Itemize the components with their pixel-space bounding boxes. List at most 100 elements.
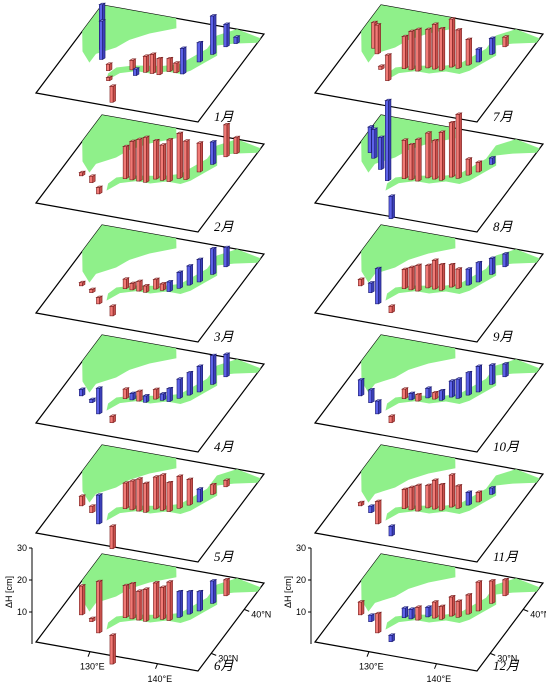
month-label: 5月 [214, 549, 235, 564]
continent-land [82, 115, 177, 173]
bar-131e-34n [401, 267, 409, 290]
bar-129e-30n [95, 295, 104, 305]
bar-139e-37n [464, 592, 473, 615]
panel-5: 5月 [34, 444, 266, 564]
bar-138e-36n [454, 267, 463, 289]
month-label: 8月 [493, 219, 514, 234]
x-tick-label: 140°E [427, 674, 452, 684]
bar-131e-34n [122, 583, 130, 619]
bar-129e-30n [95, 579, 104, 634]
japan-land [385, 469, 540, 521]
bar-136e-35n [159, 473, 167, 511]
bar-133e-33n [132, 67, 141, 77]
bar-133e-34n [135, 589, 144, 621]
japan-land [385, 139, 540, 191]
bar-139e-37n [464, 490, 473, 506]
bar-129e-33n [105, 62, 114, 72]
continent-land [361, 335, 456, 393]
z-axis-label: ΔH [cm] [283, 576, 293, 608]
bar-134e-35n [424, 483, 433, 509]
bar-131e-34n [401, 487, 409, 510]
japan-land [385, 249, 540, 301]
panel-4: 4月 [34, 334, 266, 454]
bar-133e-34n [414, 27, 423, 72]
bar-125e-33n [357, 600, 366, 616]
bar-133e-34n [414, 483, 423, 512]
bar-135e-35n [431, 390, 440, 400]
bar-139e-37n [185, 370, 194, 396]
y-tick-label: 40°N [530, 609, 546, 619]
bar-139e-37n [185, 589, 194, 615]
bar-134e-35n [424, 605, 433, 618]
bar-131e-34n [401, 138, 409, 180]
bar-137e-36n [448, 379, 456, 398]
bar-136e-35n [159, 391, 167, 401]
panel-6: 6月 10 20 30 ΔH [cm] 130°E 140°E 30°N 40°N [4, 543, 271, 684]
bar-139e-37n [464, 37, 473, 66]
bar-134e-35n [424, 27, 433, 69]
bar-135e-35n [431, 600, 440, 619]
bar-125e-33n [78, 584, 87, 616]
bar-132e-34n [128, 139, 137, 181]
z-tick-label: 30 [17, 543, 27, 553]
bar-129e-30n [374, 266, 383, 305]
bar-137e-35n [165, 386, 174, 403]
z-tick-label: 10 [17, 607, 27, 617]
panel-11: 11月 [313, 444, 545, 564]
bar-143e-43n [232, 35, 241, 45]
bar-131e-30n [387, 414, 396, 424]
bar-141e-40n [488, 36, 497, 55]
bar-131e-30n [387, 194, 396, 220]
bar-140e-38n [475, 160, 483, 173]
bar-135e-35n [431, 22, 440, 70]
bar-138e-36n [175, 589, 184, 618]
continent-land [82, 445, 177, 503]
bar-134e-34n [142, 283, 151, 293]
month-label: 2月 [214, 219, 235, 234]
bar-127e-32n [367, 281, 376, 294]
bar-125e-33n [78, 170, 87, 177]
bar-137e-36n [448, 594, 456, 617]
bar-137e-35n [165, 580, 174, 622]
bar-132e-34n [407, 485, 416, 511]
bar-132e-34n [128, 391, 137, 401]
bar-136e-35n [438, 388, 446, 401]
bar-139e-37n [185, 263, 194, 286]
bar-140e-38n [475, 364, 483, 393]
bar-139e-37n [185, 477, 194, 506]
continent-land [82, 225, 177, 283]
continent-land [82, 554, 177, 612]
bar-143e-43n [232, 135, 241, 155]
bar-142e-42n [222, 352, 231, 378]
bar-139e-37n [464, 157, 473, 176]
bar-130e-31n [105, 75, 114, 82]
bar-131e-34n [122, 481, 130, 510]
panel-8: 8月 [313, 98, 545, 234]
bar-133e-34n [414, 137, 423, 182]
bar-134e-34n [142, 587, 151, 622]
y-tick-label: 30°N [497, 653, 517, 663]
japan-land [385, 578, 540, 630]
bar-131e-30n [108, 304, 117, 317]
bar-135e-35n [431, 138, 440, 180]
bar-129e-30n [95, 493, 104, 525]
bar-133e-34n [414, 263, 423, 292]
bar-136e-35n [438, 482, 446, 511]
bar-136e-35n [159, 585, 167, 620]
bar-131e-34n [401, 387, 409, 400]
bar-137e-36n [448, 473, 456, 508]
bar-127e-32n [367, 387, 376, 404]
bar-142e-42n [222, 478, 231, 488]
bar-131e-30n [387, 524, 396, 537]
bar-136e-35n [438, 130, 446, 181]
month-label: 1月 [214, 109, 235, 124]
japan-land [385, 29, 540, 81]
bar-129e-30n [374, 399, 383, 415]
bar-141e-40n [488, 485, 497, 495]
bar-133e-34n [414, 392, 423, 402]
bar-140e-38n [196, 364, 204, 393]
bar-139e-35n [179, 46, 188, 75]
bar-131e-34n [122, 277, 130, 290]
bar-140e-38n [475, 47, 483, 63]
